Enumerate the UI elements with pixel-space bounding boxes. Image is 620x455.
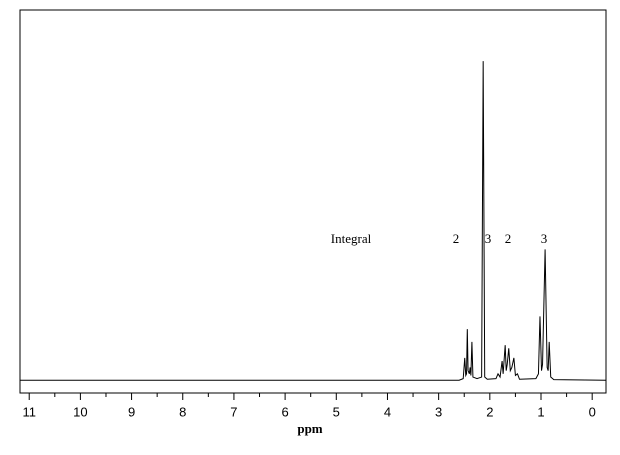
integral-value: 3 — [485, 231, 492, 246]
x-tick-label: 1 — [537, 404, 544, 419]
integral-value: 2 — [453, 231, 460, 246]
x-tick-label: 4 — [384, 404, 391, 419]
x-axis-label: ppm — [297, 421, 322, 436]
integral-value: 3 — [541, 231, 548, 246]
x-tick-label: 11 — [22, 404, 36, 419]
integral-label: Integral — [331, 231, 372, 246]
x-tick-label: 0 — [589, 404, 596, 419]
x-tick-label: 5 — [333, 404, 340, 419]
spectrum-line — [20, 61, 607, 381]
plot-frame — [19, 9, 607, 394]
x-tick-label: 6 — [281, 404, 288, 419]
integral-value: 2 — [505, 231, 512, 246]
x-tick-label: 9 — [128, 404, 135, 419]
x-tick-label: 3 — [435, 404, 442, 419]
x-tick-label: 7 — [230, 404, 237, 419]
x-tick-label: 8 — [179, 404, 186, 419]
x-tick-label: 2 — [486, 404, 493, 419]
x-tick-label: 10 — [73, 404, 87, 419]
